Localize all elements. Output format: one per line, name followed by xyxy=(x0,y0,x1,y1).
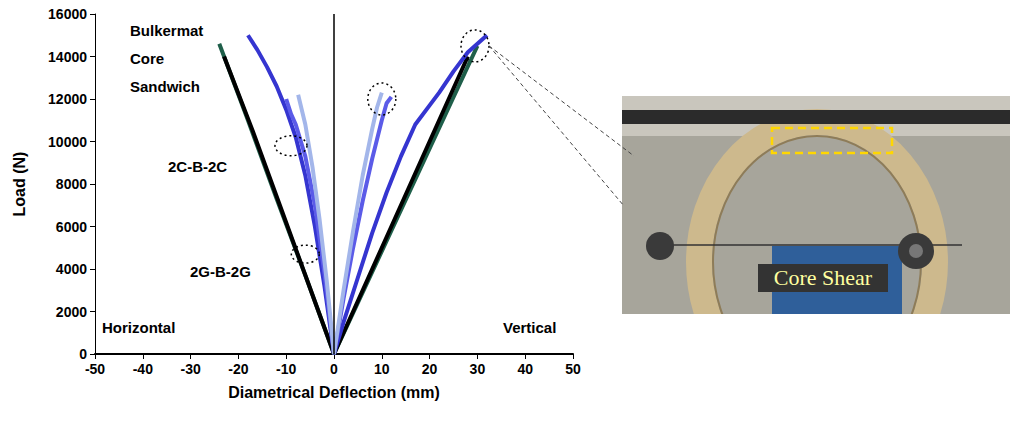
svg-text:-50: -50 xyxy=(85,361,105,377)
svg-text:2000: 2000 xyxy=(56,304,87,320)
svg-text:0: 0 xyxy=(330,361,338,377)
svg-text:Core: Core xyxy=(130,50,164,67)
svg-text:40: 40 xyxy=(517,361,533,377)
svg-text:Sandwich: Sandwich xyxy=(130,78,200,95)
svg-text:Diametrical Deflection (mm): Diametrical Deflection (mm) xyxy=(228,384,440,401)
svg-text:30: 30 xyxy=(470,361,486,377)
svg-text:16000: 16000 xyxy=(48,6,87,22)
svg-text:-30: -30 xyxy=(180,361,200,377)
svg-text:20: 20 xyxy=(422,361,438,377)
svg-text:Horizontal: Horizontal xyxy=(102,319,175,336)
svg-text:50: 50 xyxy=(565,361,581,377)
svg-text:Bulkermat: Bulkermat xyxy=(130,22,203,39)
svg-text:10: 10 xyxy=(374,361,390,377)
svg-text:8000: 8000 xyxy=(56,176,87,192)
svg-text:6000: 6000 xyxy=(56,219,87,235)
svg-text:-20: -20 xyxy=(228,361,248,377)
svg-text:10000: 10000 xyxy=(48,134,87,150)
svg-text:-10: -10 xyxy=(276,361,296,377)
svg-text:2C-B-2C: 2C-B-2C xyxy=(168,158,227,175)
svg-text:2G-B-2G: 2G-B-2G xyxy=(190,263,251,280)
svg-text:-40: -40 xyxy=(133,361,153,377)
svg-text:Vertical: Vertical xyxy=(503,319,556,336)
svg-text:4000: 4000 xyxy=(56,261,87,277)
svg-text:12000: 12000 xyxy=(48,91,87,107)
svg-text:Core Shear: Core Shear xyxy=(774,265,873,290)
svg-text:Load (N): Load (N) xyxy=(11,152,28,217)
svg-text:14000: 14000 xyxy=(48,49,87,65)
svg-text:0: 0 xyxy=(79,346,87,362)
